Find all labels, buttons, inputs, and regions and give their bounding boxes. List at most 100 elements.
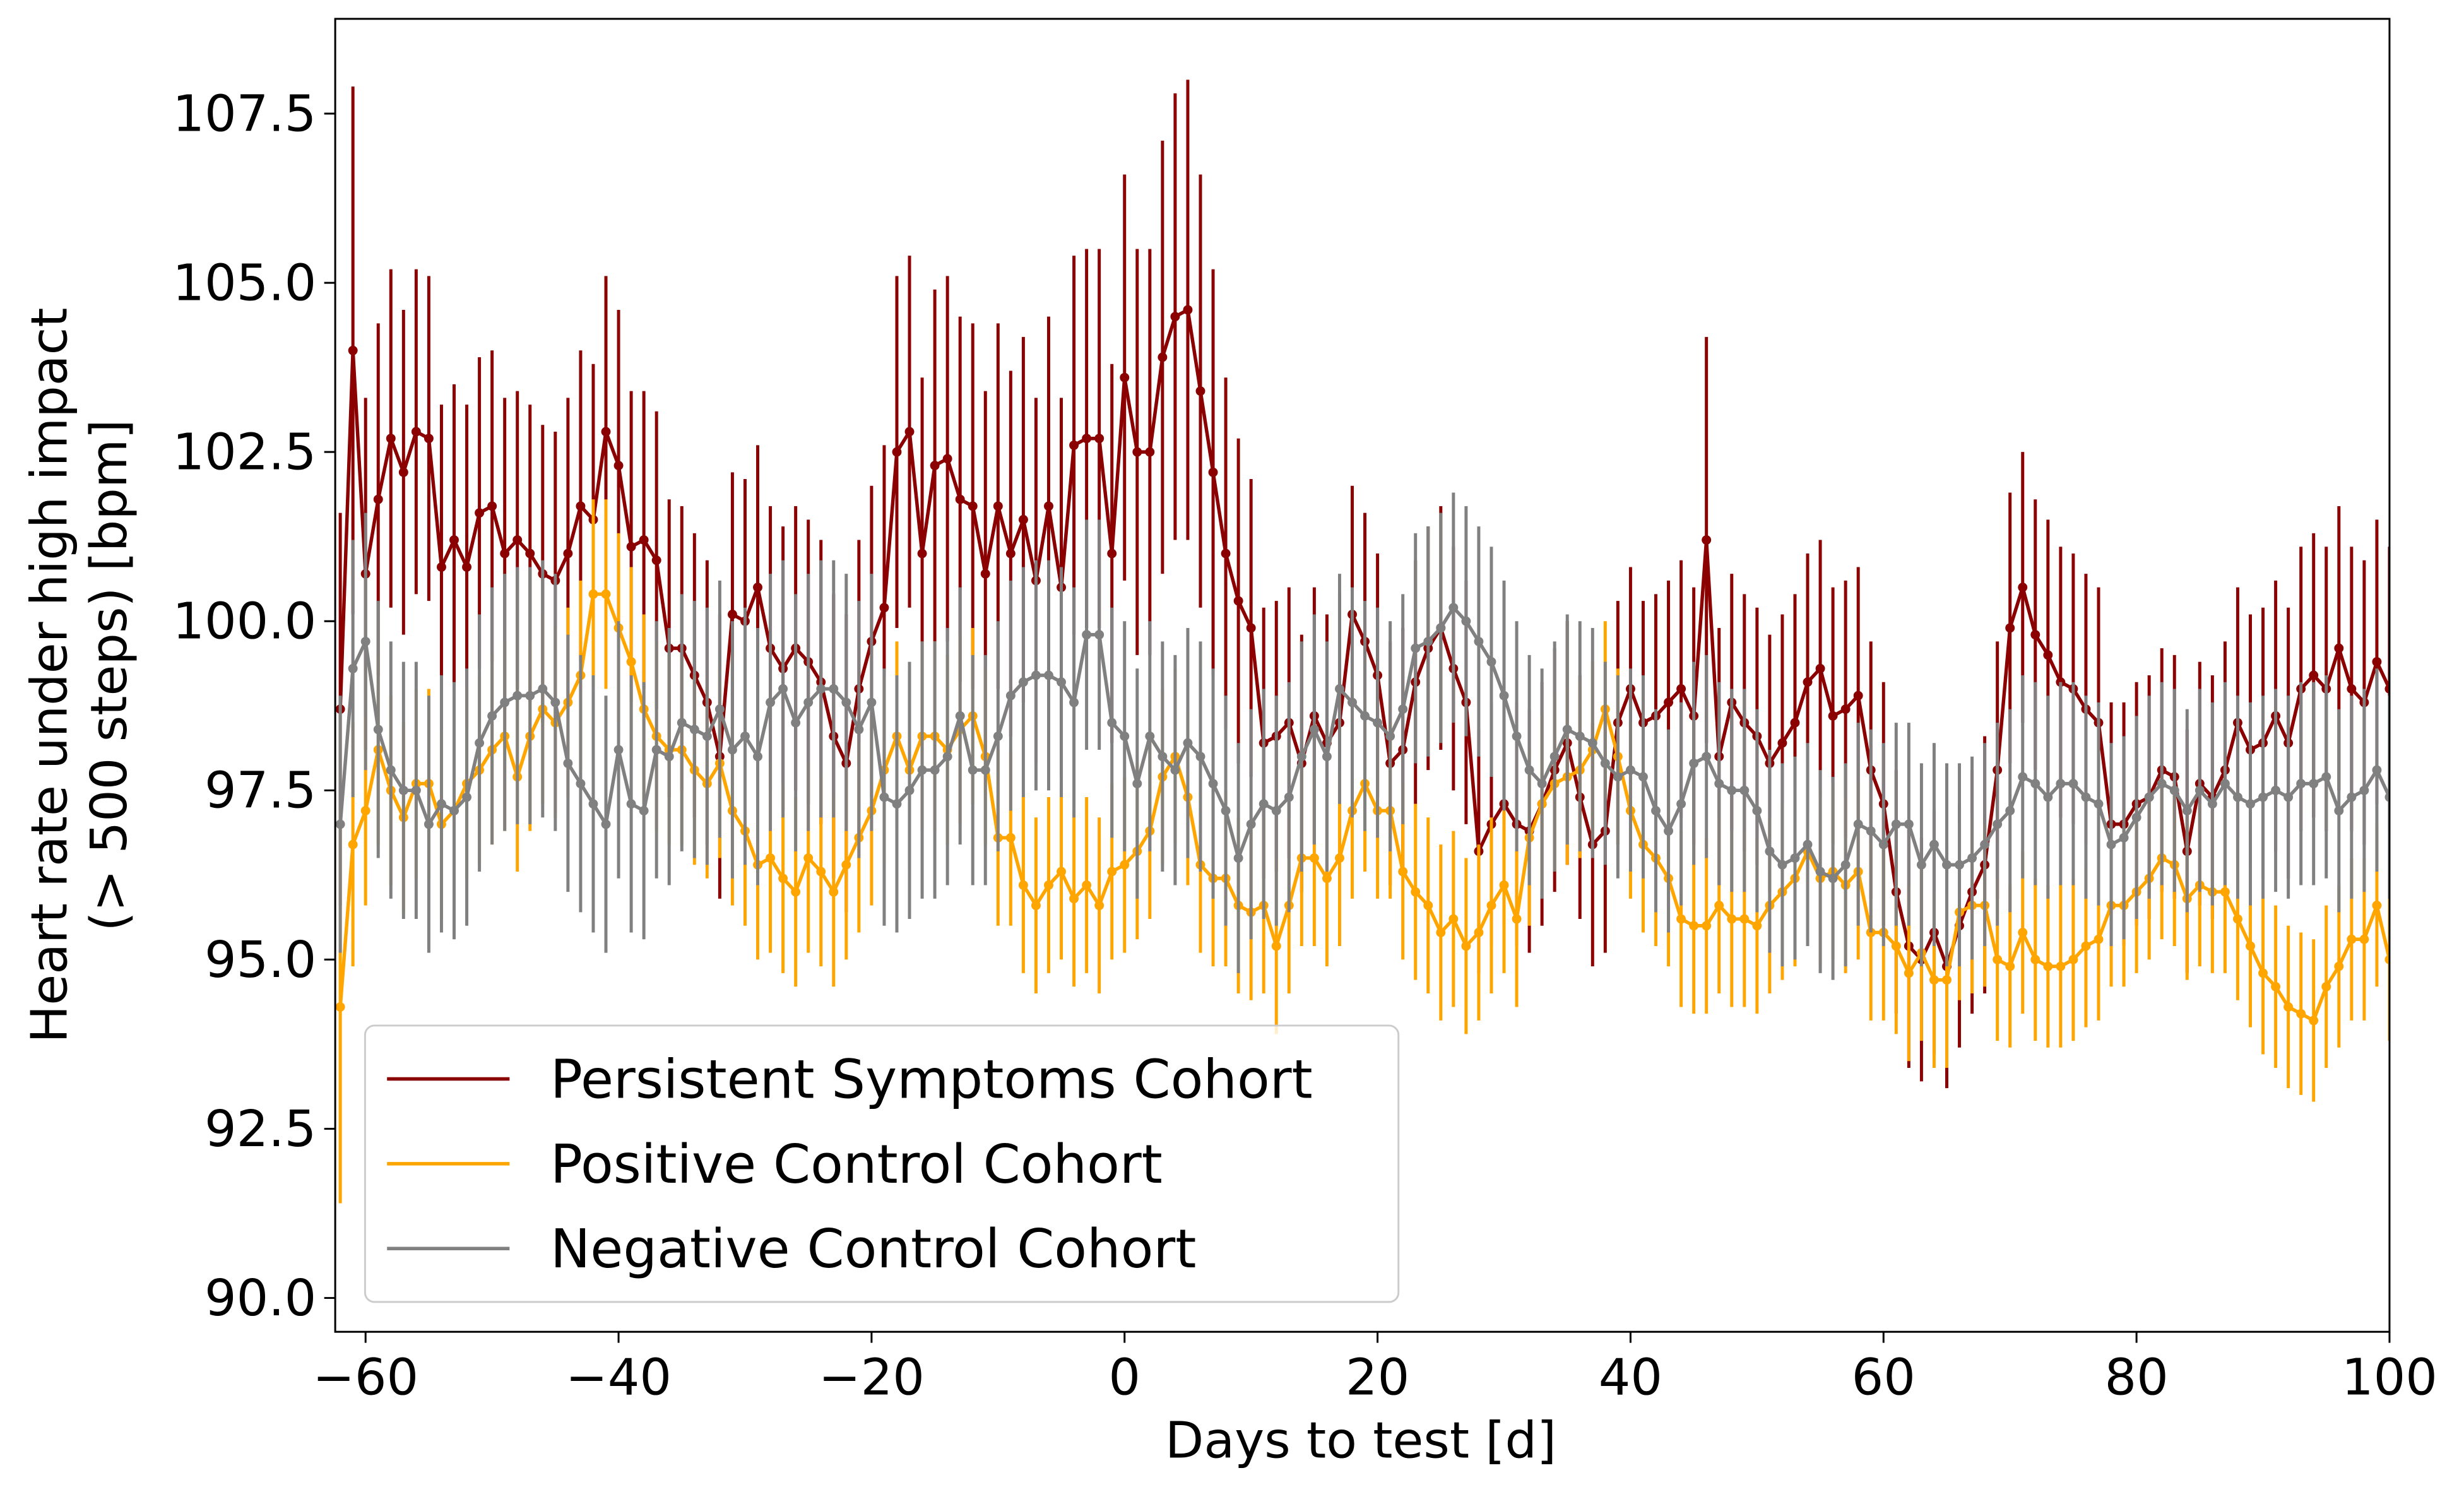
data-point [1018,880,1028,890]
data-point [2005,806,2015,815]
data-point [563,758,573,768]
data-point [1385,731,1395,741]
data-point [2246,799,2255,809]
data-point [1625,765,1635,775]
data-point [1334,853,1344,863]
data-point [1411,887,1421,897]
data-point [1702,535,1712,545]
data-point [1322,873,1332,884]
data-point [1082,880,1092,890]
data-point [1271,941,1281,951]
data-point [892,799,902,809]
data-point [2182,806,2192,815]
data-point [1170,312,1180,322]
data-point [816,684,826,694]
data-point [386,434,396,444]
data-point [1461,941,1471,951]
y-axis-label: (> 500 steps) [bpm] [80,419,138,931]
data-point [689,725,699,735]
data-point [1107,548,1117,559]
data-point [1828,873,1838,884]
legend-box [364,1024,1400,1303]
data-point [373,494,383,504]
data-point [626,657,636,667]
data-point [791,718,801,728]
data-point [1866,826,1876,836]
data-point [904,427,915,437]
data-point [803,697,814,708]
y-tick-label: 107.5 [172,84,316,143]
data-point [1613,772,1623,782]
y-tick-label: 100.0 [172,592,316,651]
data-point [2169,785,2179,795]
data-point [1246,819,1256,829]
data-point [1107,718,1117,728]
data-point [1955,860,1964,870]
data-point [1233,853,1243,863]
data-point [1840,704,1851,714]
data-point [348,839,358,850]
y-tick-label: 102.5 [172,423,316,482]
data-point [398,785,408,795]
data-point [2258,792,2268,802]
data-point [639,535,649,545]
data-point [1916,860,1926,870]
data-point [1727,785,1737,795]
data-point [1436,623,1446,633]
data-point [2283,1002,2294,1012]
data-point [1082,434,1092,444]
data-point [1840,860,1851,870]
data-point [1284,792,1294,802]
data-point [449,806,459,815]
data-point [1271,806,1281,815]
data-point [2359,785,2369,795]
data-point [1031,670,1041,680]
data-point [1777,860,1787,870]
data-point [1170,765,1180,775]
y-tick-label: 105.0 [172,253,316,312]
plot-area [335,80,2390,1204]
data-point [829,887,839,897]
data-point [1689,758,1699,768]
data-point [879,792,889,802]
data-point [348,663,358,673]
data-point [2005,961,2015,971]
data-point [1676,914,1686,924]
data-point [1575,731,1585,741]
data-point [1689,921,1699,931]
data-point [2043,650,2053,660]
data-point [601,427,611,437]
data-point [348,345,358,355]
data-point [1739,785,1750,795]
data-point [563,548,573,559]
data-point [1815,663,1825,673]
data-point [1790,718,1800,728]
data-point [1524,765,1534,775]
x-tick-label: 40 [1599,1348,1662,1407]
data-point [993,501,1003,511]
x-tick-label: 80 [2104,1348,2168,1407]
data-point [1094,901,1105,911]
data-point [2271,981,2281,992]
data-point [1664,697,1674,708]
data-point [1309,725,1319,735]
data-point [424,434,434,444]
data-point [955,711,965,721]
data-point [2068,954,2078,964]
data-point [335,1002,345,1012]
data-point [816,867,826,877]
data-point [1246,623,1256,633]
data-point [778,873,788,884]
data-point [727,610,737,619]
data-point [917,765,927,775]
data-point [360,806,370,815]
data-point [1739,914,1750,924]
data-point [1512,914,1522,924]
data-point [1752,921,1762,931]
data-point [854,725,864,735]
data-point [1512,731,1522,741]
data-point [373,725,383,735]
data-point [1145,731,1155,741]
data-point [2220,779,2230,789]
data-point [1486,657,1496,667]
